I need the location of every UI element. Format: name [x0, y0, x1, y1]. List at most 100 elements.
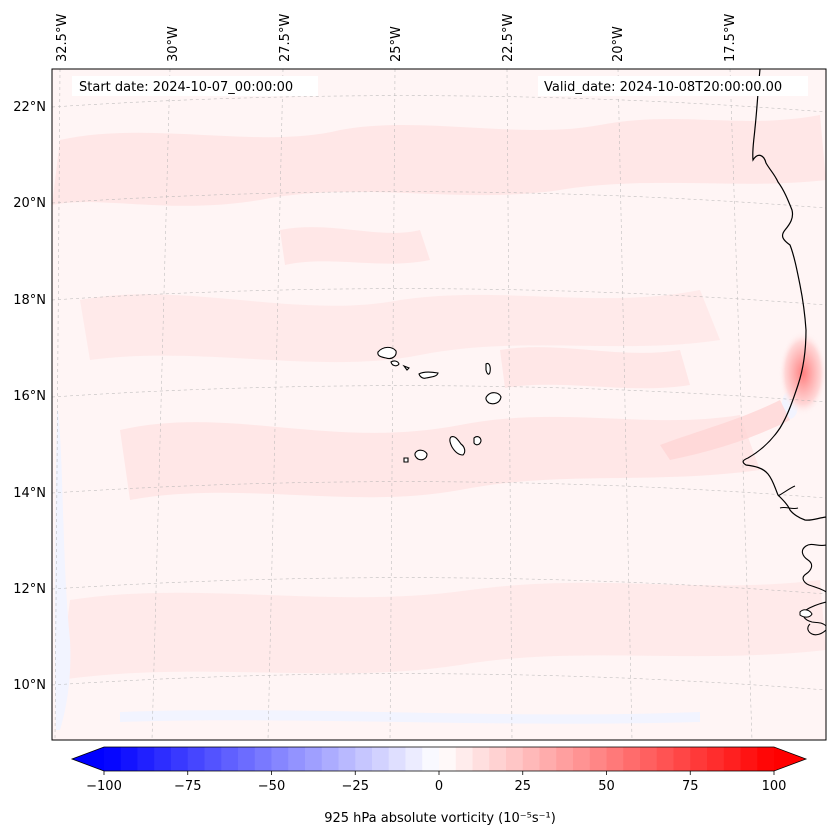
- colorbar-cell: [522, 747, 540, 771]
- colorbar-cell: [673, 747, 691, 771]
- colorbar-cells: [72, 747, 806, 771]
- island-brava: [403, 457, 409, 463]
- lat-label-18n: 18°N: [13, 293, 46, 308]
- lat-label-12n: 12°N: [13, 582, 46, 597]
- colorbar-extend-min: [72, 747, 104, 771]
- lon-label-27.5w: 27.5°W: [278, 14, 293, 62]
- colorbar-cell: [439, 747, 457, 771]
- colorbar-cell: [539, 747, 557, 771]
- colorbar-cell: [187, 747, 205, 771]
- colorbar-cell: [623, 747, 641, 771]
- island-santiago: [449, 436, 466, 456]
- colorbar-tick-label: −100: [86, 779, 122, 794]
- colorbar-cell: [489, 747, 507, 771]
- meridian-32.5w: [54, 69, 61, 740]
- colorbar-extend-max: [774, 747, 806, 771]
- colorbar-cell: [355, 747, 373, 771]
- coast-islet-bijagos: [799, 609, 813, 618]
- colorbar-cell: [388, 747, 406, 771]
- meridian-17.5w: [729, 69, 753, 740]
- colorbar-cell: [422, 747, 440, 771]
- lon-label-17.5w: 17.5°W: [723, 14, 738, 62]
- colorbar-cell: [238, 747, 256, 771]
- parallel-22n: [52, 95, 826, 113]
- colorbar-tick-label: 25: [514, 779, 531, 794]
- lon-label-20w: 20°W: [611, 26, 626, 62]
- colorbar-cell: [154, 747, 172, 771]
- graticule: [52, 69, 826, 740]
- cape-verde-islands: [377, 346, 502, 463]
- colorbar-cell: [472, 747, 490, 771]
- map-panel: [52, 69, 826, 740]
- colorbar-tick-label: 0: [435, 779, 443, 794]
- parallel-18n: [52, 288, 826, 306]
- island-boa-vista: [485, 392, 502, 405]
- longitude-labels: 32.5°W 30°W 27.5°W 25°W 22.5°W 20°W 17.5…: [55, 14, 738, 62]
- colorbar-cell: [656, 747, 674, 771]
- valid-date-box: [538, 76, 808, 96]
- valid-date-label: Valid_date: 2024-10-08T20:00:00.00: [544, 80, 782, 95]
- island-maio: [473, 436, 482, 446]
- coast-estuary-gambia: [777, 485, 799, 510]
- colorbar-cell: [757, 747, 775, 771]
- island-sao-vicente: [390, 360, 400, 367]
- colorbar-cell: [305, 747, 323, 771]
- colorbar-label: 925 hPa absolute vorticity (10⁻⁵s⁻¹): [324, 811, 556, 826]
- colorbar-cell: [556, 747, 574, 771]
- colorbar: −100 −75 −50 −25 0 25 50 75 100 925 hPa absolute…: [70, 746, 808, 826]
- colorbar-tick-label: 50: [598, 779, 615, 794]
- colorbar-cell: [204, 747, 222, 771]
- colorbar-tick-label: 100: [762, 779, 787, 794]
- lon-label-32.5w: 32.5°W: [55, 14, 70, 62]
- colorbar-ticks: −100 −75 −50 −25 0 25 50 75 100: [86, 771, 786, 794]
- island-sao-nicolau: [418, 371, 439, 379]
- parallel-14n: [52, 481, 826, 499]
- parallel-16n: [52, 385, 826, 403]
- colorbar-cell: [589, 747, 607, 771]
- lon-label-22.5w: 22.5°W: [501, 14, 516, 62]
- lat-label-20n: 20°N: [13, 196, 46, 211]
- colorbar-cell: [372, 747, 390, 771]
- island-santa-luzia: [402, 364, 410, 371]
- colorbar-cell: [573, 747, 591, 771]
- meridian-20w: [617, 69, 633, 740]
- colorbar-cell: [271, 747, 289, 771]
- africa-coastline: [742, 69, 826, 521]
- vorticity-contours: [52, 115, 826, 680]
- colorbar-tick-label: 75: [682, 779, 699, 794]
- colorbar-cell: [221, 747, 239, 771]
- vorticity-maximum: [779, 331, 826, 415]
- colorbar-tick-label: −50: [258, 779, 285, 794]
- island-sal: [485, 362, 491, 375]
- colorbar-tick-label: −25: [342, 779, 369, 794]
- meridian-22.5w: [506, 69, 513, 740]
- map-frame: [51, 68, 827, 741]
- colorbar-cell: [120, 747, 138, 771]
- lat-label-14n: 14°N: [13, 486, 46, 501]
- start-date-label: Start date: 2024-10-07_00:00:00: [79, 80, 293, 95]
- colorbar-cell: [707, 747, 725, 771]
- colorbar-cell: [254, 747, 272, 771]
- colorbar-cell: [455, 747, 473, 771]
- lon-label-25w: 25°W: [389, 26, 404, 62]
- lat-label-10n: 10°N: [13, 678, 46, 693]
- meridian-27.5w: [267, 69, 284, 740]
- colorbar-cell: [405, 747, 423, 771]
- lon-label-30w: 30°W: [166, 26, 181, 62]
- lat-label-16n: 16°N: [13, 389, 46, 404]
- colorbar-tick-label: −75: [174, 779, 201, 794]
- parallel-12n: [52, 577, 826, 595]
- colorbar-cell: [288, 747, 306, 771]
- colorbar-cell: [640, 747, 658, 771]
- colorbar-cell: [104, 747, 122, 771]
- parallel-10n: [52, 673, 826, 691]
- meridian-25w: [389, 69, 396, 740]
- colorbar-cell: [723, 747, 741, 771]
- colorbar-cell: [137, 747, 155, 771]
- island-santo-antao: [377, 346, 397, 360]
- colorbar-cell: [606, 747, 624, 771]
- colorbar-cell: [740, 747, 758, 771]
- colorbar-cell: [506, 747, 524, 771]
- latitude-labels: 22°N 20°N 18°N 16°N 14°N 12°N 10°N: [13, 100, 46, 693]
- lat-label-22n: 22°N: [13, 100, 46, 115]
